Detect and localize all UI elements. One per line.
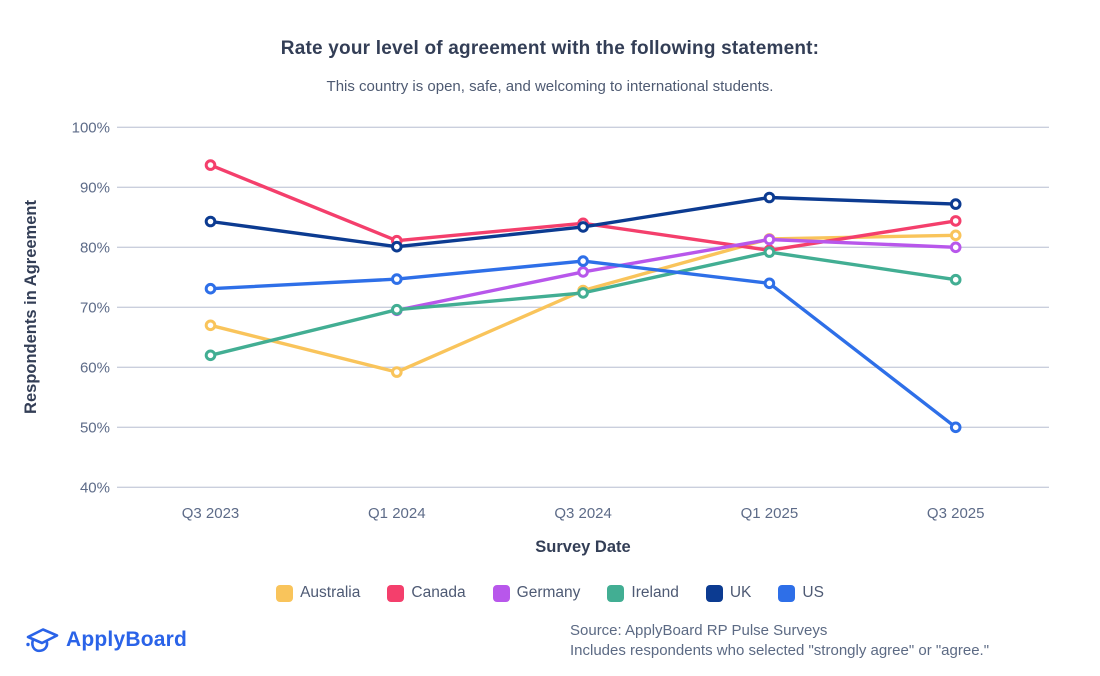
point-ireland-q3-2024: [577, 287, 589, 299]
legend-item-germany: Germany: [492, 584, 581, 602]
x-tick-q3-2025: Q3 2025: [927, 505, 985, 522]
applyboard-logo: ApplyBoard: [24, 624, 187, 656]
point-australia-q3-2023: [204, 319, 217, 332]
applyboard-wordmark: ApplyBoard: [66, 628, 188, 651]
x-tick-q1-2025: Q1 2025: [741, 505, 799, 522]
point-ireland-q3-2023: [204, 349, 217, 362]
point-uk-q3-2025: [949, 198, 962, 210]
legend-swatch-canada: [387, 584, 405, 602]
point-us-q3-2023: [204, 282, 217, 295]
point-us-q3-2024: [577, 255, 589, 267]
point-uk-q1-2024: [391, 240, 403, 253]
graduation-cap-icon: [26, 628, 59, 653]
chart-legend: Australia Canada Germany Ireland UK US: [0, 584, 1100, 602]
legend-item-uk: UK: [705, 584, 752, 602]
point-us-q1-2024: [391, 273, 403, 285]
legend-item-ireland: Ireland: [607, 584, 679, 602]
legend-label-us: US: [802, 584, 824, 601]
legend-swatch-ireland: [607, 584, 625, 602]
legend-label-australia: Australia: [300, 584, 361, 601]
x-tick-q1-2024: Q1 2024: [368, 505, 426, 522]
chart-subtitle: This country is open, safe, and welcomin…: [326, 78, 774, 95]
point-ireland-q1-2025: [763, 246, 776, 258]
legend-swatch-uk: [705, 584, 723, 602]
series-line-germany: [395, 237, 958, 312]
point-uk-q3-2024: [577, 221, 589, 233]
legend-swatch-australia: [276, 584, 294, 602]
legend-label-ireland: Ireland: [631, 584, 679, 601]
y-tick-60%: 60%: [80, 360, 110, 377]
point-canada-q3-2025: [949, 215, 962, 227]
legend-swatch-us: [778, 584, 796, 602]
point-germany-q3-2025: [949, 241, 962, 254]
line-chart-canvas: 100% 90% 80% 70% 60% 50% 40% Q3 2023 Q1 2024 Q3 2…: [22, 120, 1049, 556]
legend-item-australia: Australia: [276, 584, 360, 602]
y-tick-100%: 100%: [72, 120, 110, 137]
point-uk-q3-2023: [204, 215, 217, 228]
point-germany-q3-2024: [577, 266, 589, 278]
source-line-1: Source: ApplyBoard RP Pulse Surveys: [570, 622, 828, 639]
y-tick-80%: 80%: [80, 240, 110, 257]
y-tick-70%: 70%: [80, 300, 110, 317]
y-tick-90%: 90%: [80, 180, 110, 197]
point-uk-q1-2025: [763, 191, 776, 204]
source-note: Source: ApplyBoard RP Pulse Surveys Incl…: [570, 621, 989, 661]
x-tick-q3-2023: Q3 2023: [182, 505, 240, 522]
legend-label-canada: Canada: [411, 584, 466, 601]
y-tick-40%: 40%: [80, 480, 110, 497]
point-germany-q1-2025: [763, 233, 776, 246]
x-tick-q3-2024: Q3 2024: [554, 505, 612, 522]
chart-title: Rate your level of agreement with the fo…: [280, 38, 820, 59]
x-axis-title: Survey Date: [535, 538, 630, 556]
y-tick-50%: 50%: [80, 420, 110, 437]
point-canada-q3-2023: [204, 159, 217, 171]
legend-label-germany: Germany: [516, 584, 581, 601]
legend-swatch-germany: [492, 584, 510, 602]
legend-label-uk: UK: [729, 584, 752, 601]
source-line-2: Includes respondents who selected "stron…: [570, 642, 990, 659]
point-ireland-q3-2025: [949, 273, 962, 286]
point-australia-q1-2024: [391, 366, 403, 378]
point-ireland-q1-2024: [391, 303, 403, 316]
y-axis-title: Respondents in Agreement: [22, 200, 40, 414]
legend-item-canada: Canada: [387, 584, 466, 602]
legend-item-us: US: [778, 584, 824, 602]
point-us-q3-2025: [949, 421, 962, 434]
point-australia-q3-2025: [949, 229, 962, 242]
point-us-q1-2025: [763, 277, 776, 290]
